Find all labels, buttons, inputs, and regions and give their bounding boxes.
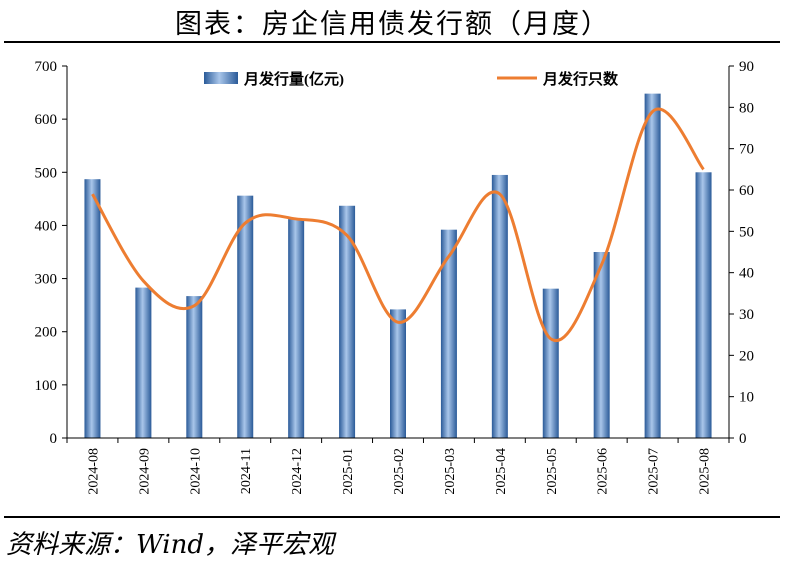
left-tick-label: 700 bbox=[35, 59, 58, 75]
x-tick-label: 2025-06 bbox=[596, 448, 611, 495]
chart: 0 100 200 300 400 500 600 700 0 10 20 30 40 50 60 70 80 9… bbox=[35, 59, 755, 495]
bar-2025-04 bbox=[491, 174, 508, 438]
title-divider bbox=[4, 41, 780, 43]
x-tick-label: 2025-03 bbox=[443, 448, 458, 495]
x-tick-label: 2025-02 bbox=[392, 448, 407, 495]
line-series-path bbox=[91, 107, 705, 343]
right-tick-label: 60 bbox=[739, 183, 754, 199]
x-tick-label: 2024-11 bbox=[239, 448, 254, 494]
bar-2024-10 bbox=[186, 296, 203, 438]
x-tick-label: 2025-08 bbox=[698, 448, 713, 495]
x-tick-label: 2025-04 bbox=[494, 448, 509, 495]
legend-bar-swatch bbox=[204, 72, 238, 84]
x-tick-label: 2024-10 bbox=[188, 448, 203, 495]
bar-2024-08 bbox=[84, 179, 101, 439]
bar-2025-03 bbox=[440, 229, 457, 438]
right-tick-label: 10 bbox=[739, 390, 754, 406]
bar-2024-11 bbox=[237, 195, 254, 438]
axes: 0 100 200 300 400 500 600 700 0 10 20 30 40 50 60 70 80 9… bbox=[35, 59, 755, 495]
left-tick-label: 0 bbox=[50, 431, 58, 447]
bar-2025-06 bbox=[593, 252, 610, 438]
bar-2024-12 bbox=[288, 219, 305, 438]
right-tick-label: 40 bbox=[739, 266, 754, 282]
left-tick-label: 300 bbox=[35, 272, 58, 288]
legend-line-label: 月发行只数 bbox=[542, 70, 619, 88]
bar-2025-05 bbox=[542, 288, 559, 438]
bar-2025-01 bbox=[339, 205, 356, 438]
bar-2024-09 bbox=[135, 287, 152, 438]
line-series bbox=[91, 107, 705, 343]
x-tick-label: 2024-09 bbox=[137, 448, 152, 495]
x-tick-label: 2024-08 bbox=[86, 448, 101, 495]
right-tick-label: 30 bbox=[739, 307, 754, 323]
bar-series bbox=[84, 93, 712, 439]
bar-2025-02 bbox=[390, 309, 406, 438]
x-tick-label: 2025-05 bbox=[545, 448, 560, 495]
x-tick-label: 2024-12 bbox=[290, 448, 305, 495]
left-tick-label: 200 bbox=[35, 325, 58, 341]
legend-bar-label: 月发行量(亿元) bbox=[243, 70, 344, 88]
left-tick-label: 400 bbox=[35, 218, 58, 234]
right-tick-label: 90 bbox=[739, 59, 754, 75]
x-tick-label: 2025-01 bbox=[341, 448, 356, 495]
right-tick-label: 70 bbox=[739, 142, 754, 158]
right-tick-label: 80 bbox=[739, 100, 754, 116]
right-tick-label: 20 bbox=[739, 348, 754, 364]
right-tick-label: 50 bbox=[739, 224, 754, 240]
x-tick-label: 2025-07 bbox=[647, 448, 662, 495]
bar-2025-07 bbox=[644, 93, 661, 439]
left-tick-label: 600 bbox=[35, 112, 58, 128]
chart-title: 图表：房企信用债发行额（月度） bbox=[175, 9, 610, 40]
source-note: 资料来源：Wind，泽平宏观 bbox=[6, 530, 334, 560]
bar-2025-08 bbox=[695, 172, 712, 439]
right-tick-label: 0 bbox=[739, 431, 747, 447]
source-divider bbox=[4, 516, 780, 518]
legend: 月发行量(亿元) 月发行只数 bbox=[204, 70, 619, 88]
left-tick-label: 100 bbox=[35, 378, 58, 394]
left-tick-label: 500 bbox=[35, 165, 58, 181]
